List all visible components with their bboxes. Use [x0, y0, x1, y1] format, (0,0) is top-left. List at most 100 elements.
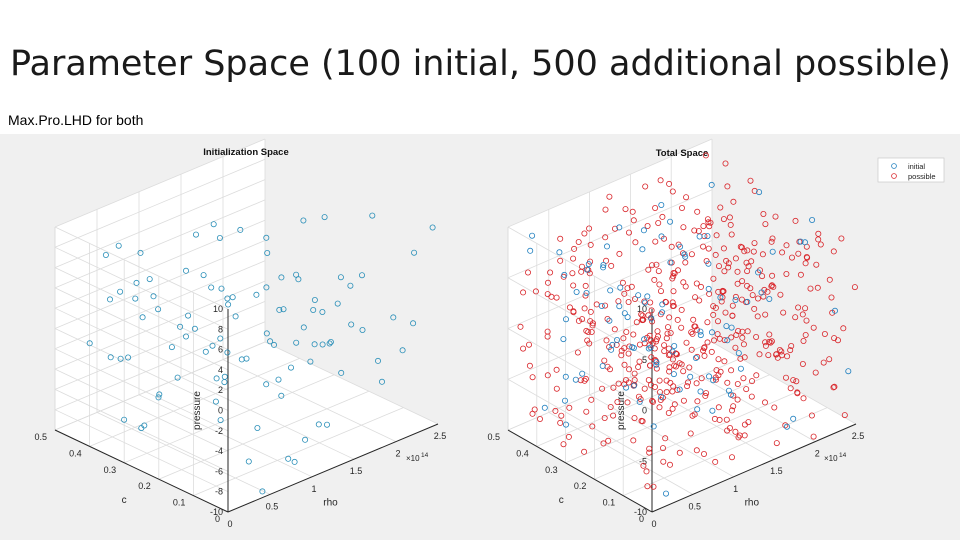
- possible-point: [602, 234, 609, 241]
- data-point: [295, 276, 302, 283]
- possible-point: [723, 416, 730, 423]
- data-point: [182, 267, 189, 274]
- initial-point: [790, 415, 797, 422]
- possible-point: [690, 316, 697, 323]
- data-point: [210, 221, 217, 228]
- z-gridline-back: [54, 301, 266, 390]
- x-tick-label: 2: [395, 449, 400, 459]
- y-tick-label: 0: [639, 514, 644, 524]
- possible-point: [638, 417, 645, 424]
- possible-point: [793, 378, 800, 385]
- possible-point: [557, 235, 564, 242]
- possible-point: [712, 458, 719, 465]
- possible-point: [666, 180, 673, 187]
- initial-point: [769, 248, 776, 255]
- possible-point: [526, 341, 533, 348]
- data-point: [213, 375, 220, 382]
- initial-point: [705, 285, 712, 292]
- possible-point: [724, 183, 731, 190]
- possible-point: [760, 211, 767, 218]
- initial-point: [599, 362, 606, 369]
- z-gridline-back: [507, 240, 713, 329]
- possible-point: [750, 248, 757, 255]
- y-tick-label: 0.3: [545, 465, 558, 475]
- possible-point: [730, 198, 737, 205]
- possible-point: [688, 251, 695, 258]
- possible-point: [566, 304, 573, 311]
- possible-point: [662, 435, 669, 442]
- possible-point: [605, 437, 612, 444]
- z-tick-label: 6: [218, 345, 223, 355]
- z-gridline-left: [507, 378, 653, 462]
- initial-point: [641, 336, 648, 343]
- scatter-points: [517, 152, 858, 497]
- data-point: [347, 282, 354, 289]
- data-point: [270, 341, 277, 348]
- possible-point: [670, 273, 677, 280]
- possible-point: [696, 297, 703, 304]
- initial-point: [717, 294, 724, 301]
- possible-point: [783, 374, 790, 381]
- z-gridline-left: [54, 287, 229, 371]
- chart-title: Initialization Space: [203, 147, 289, 158]
- possible-point: [803, 317, 810, 324]
- possible-point: [748, 393, 755, 400]
- possible-point: [728, 334, 735, 341]
- possible-point: [756, 351, 763, 358]
- data-point: [280, 306, 287, 313]
- legend-label-possible: possible: [908, 172, 936, 181]
- possible-point: [759, 251, 766, 258]
- possible-point: [652, 383, 659, 390]
- possible-point: [680, 368, 687, 375]
- possible-point: [574, 349, 581, 356]
- possible-point: [628, 283, 635, 290]
- possible-point: [787, 347, 794, 354]
- possible-point: [771, 404, 778, 411]
- possible-point: [650, 483, 657, 490]
- data-point: [182, 333, 189, 340]
- possible-point: [671, 270, 678, 277]
- z-tick-label: 8: [218, 324, 223, 334]
- data-point: [429, 224, 436, 231]
- initial-point: [766, 295, 773, 302]
- initial-point: [756, 189, 763, 196]
- initial-point: [623, 384, 630, 391]
- initial-point: [640, 227, 647, 234]
- initial-point: [561, 271, 568, 278]
- initial-point: [583, 289, 590, 296]
- initial-point: [658, 393, 665, 400]
- initial-point: [584, 266, 591, 273]
- y-tick-label: 0.5: [34, 432, 47, 442]
- data-point: [107, 296, 114, 303]
- possible-point: [802, 305, 809, 312]
- possible-point: [651, 345, 658, 352]
- z-gridline-back: [54, 341, 266, 431]
- possible-point: [650, 398, 657, 405]
- x-exponent-power: 14: [839, 452, 847, 459]
- data-point: [319, 308, 326, 315]
- initial-point: [710, 377, 717, 384]
- y-tick-label: 0.4: [69, 448, 82, 458]
- possible-point: [619, 279, 626, 286]
- data-point: [209, 342, 216, 349]
- possible-point: [630, 437, 637, 444]
- possible-point: [688, 346, 695, 353]
- possible-point: [553, 385, 560, 392]
- possible-point: [693, 447, 700, 454]
- possible-point: [544, 333, 551, 340]
- possible-point: [664, 330, 671, 337]
- possible-point: [700, 223, 707, 230]
- possible-point: [698, 283, 705, 290]
- initial-point: [737, 365, 744, 372]
- possible-point: [764, 288, 771, 295]
- possible-point: [787, 385, 794, 392]
- possible-point: [704, 319, 711, 326]
- possible-point: [663, 335, 670, 342]
- possible-point: [570, 255, 577, 262]
- possible-point: [815, 230, 822, 237]
- possible-point: [636, 341, 643, 348]
- data-point: [212, 398, 219, 405]
- possible-point: [586, 340, 593, 347]
- possible-point: [669, 188, 676, 195]
- initial-point: [732, 296, 739, 303]
